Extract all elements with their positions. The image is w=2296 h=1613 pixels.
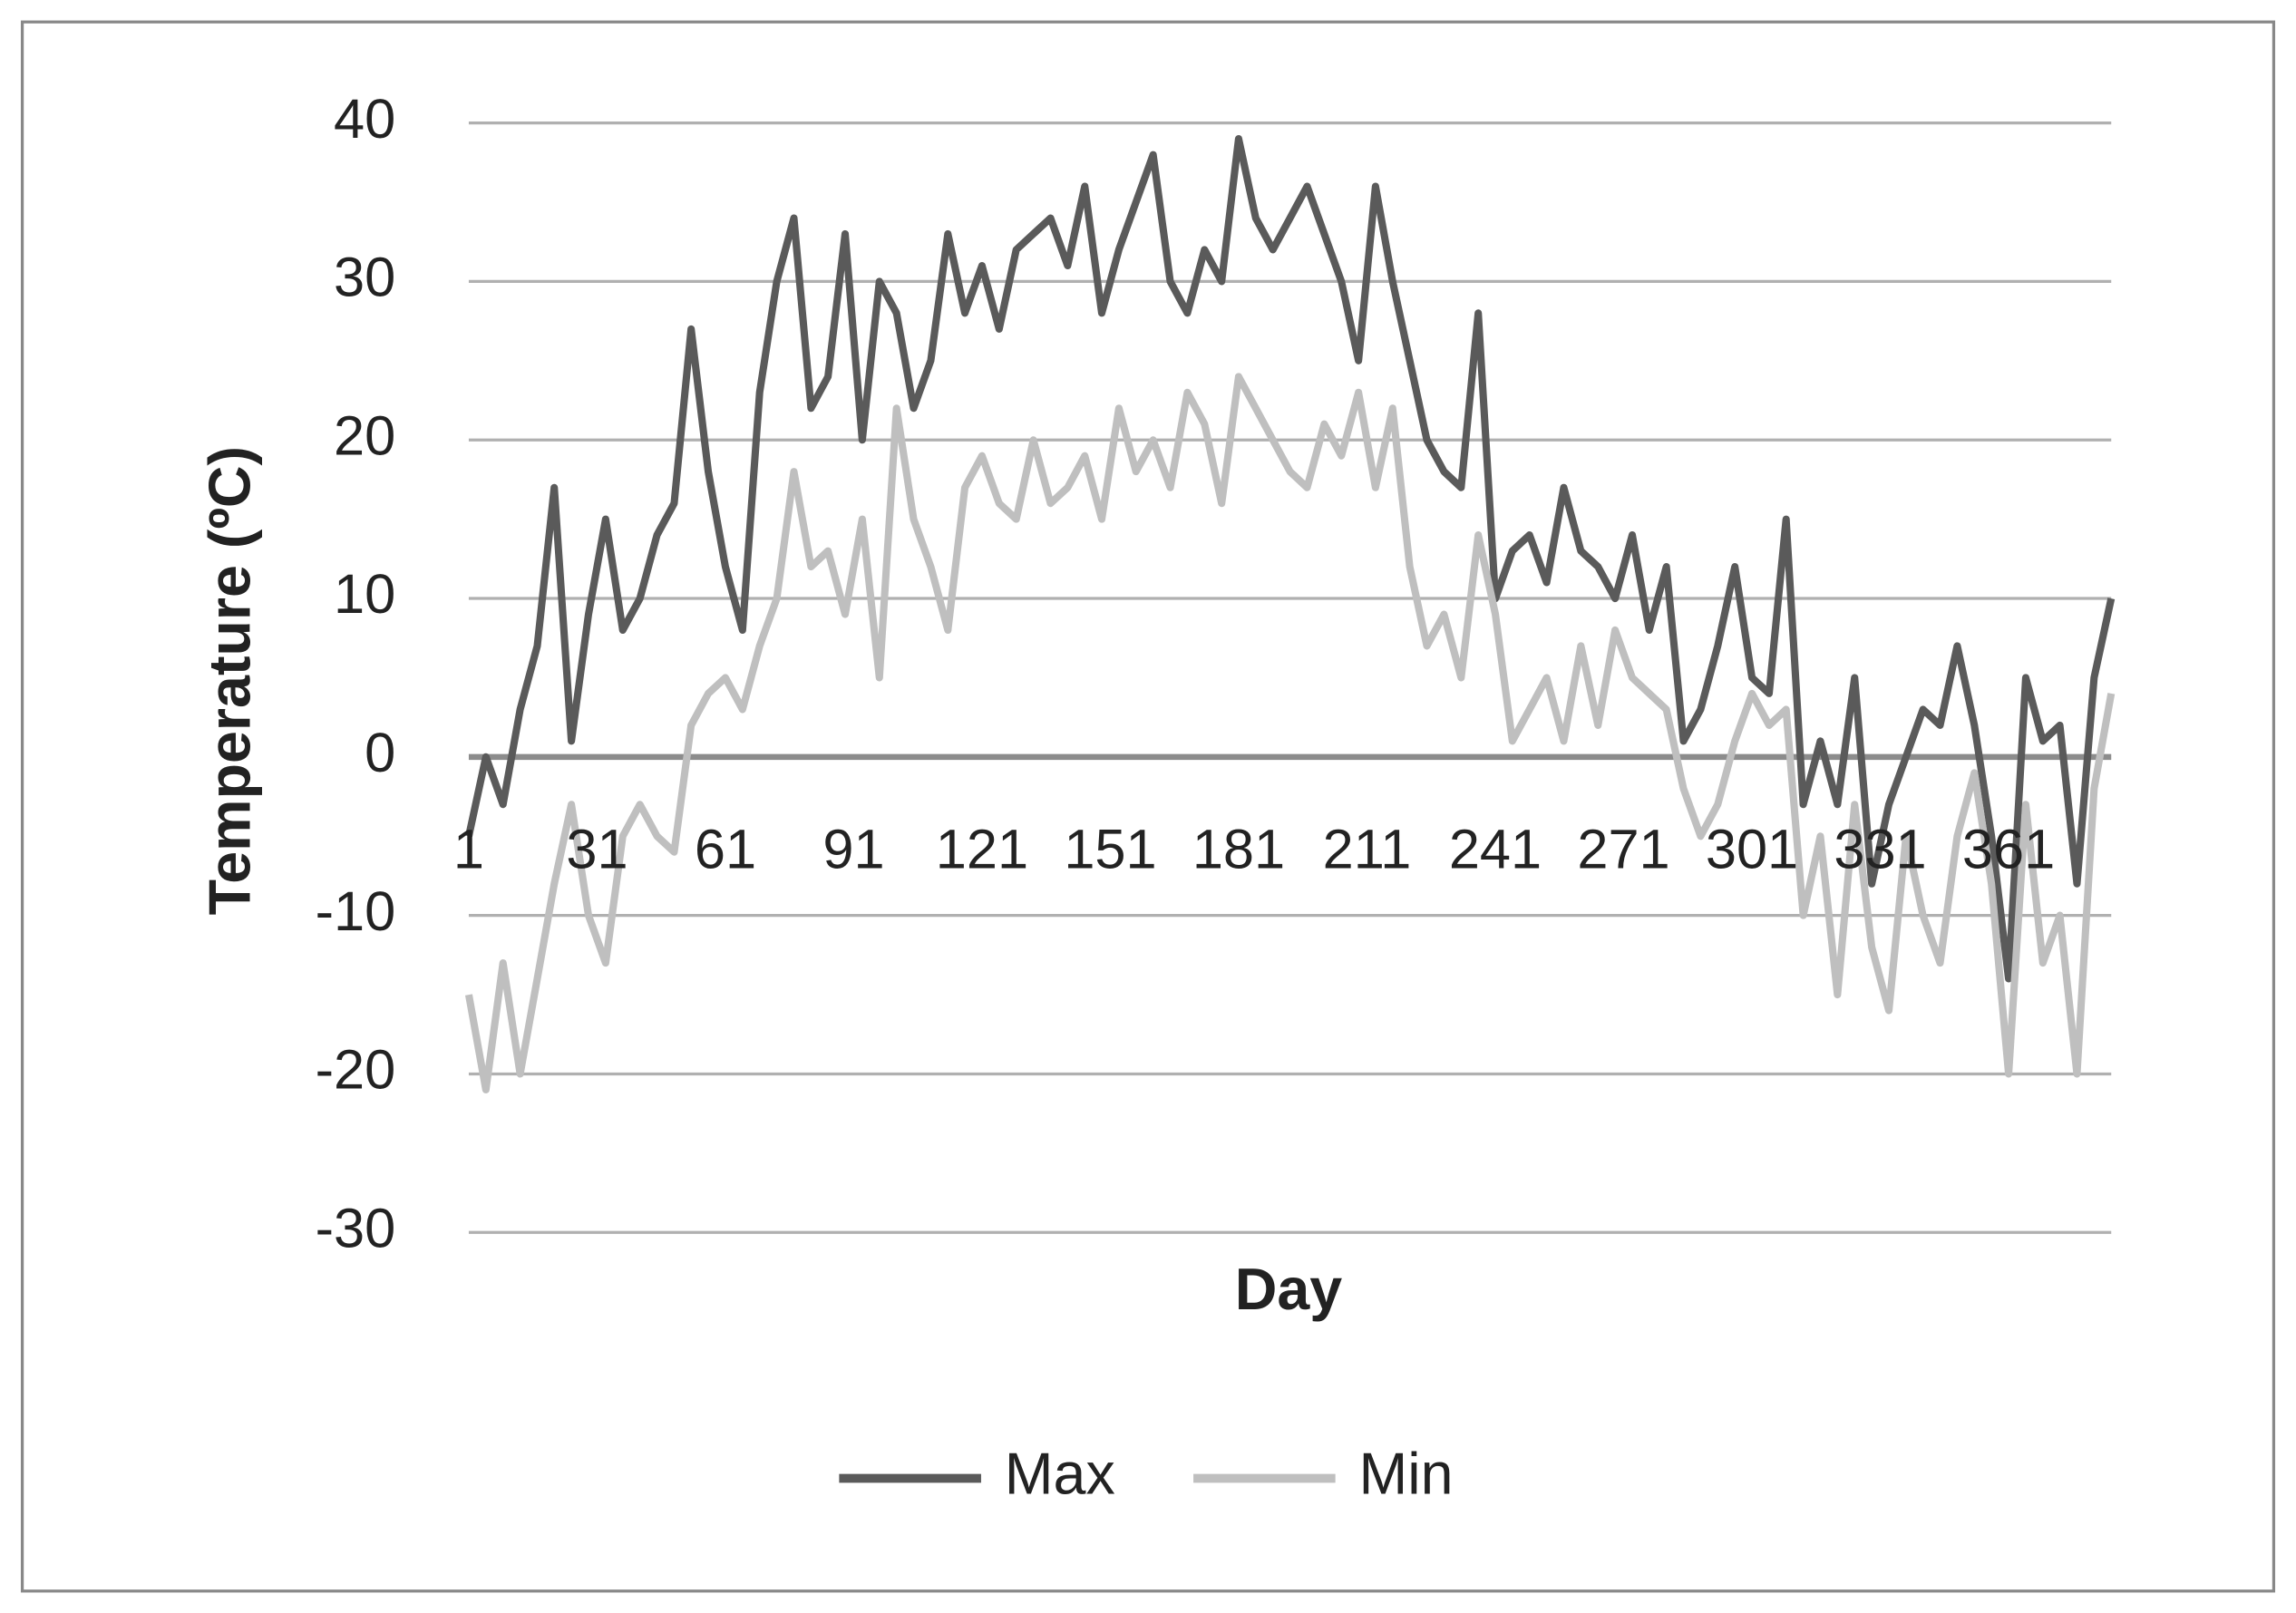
- y-tick-label: 0: [365, 721, 395, 783]
- x-axis-title: Day: [1235, 1257, 1343, 1322]
- x-tick-label: 91: [822, 818, 884, 880]
- legend-label: Min: [1358, 1442, 1453, 1507]
- x-tick-label: 241: [1449, 818, 1542, 880]
- x-tick-label: 121: [936, 818, 1028, 880]
- x-tick-label: 271: [1577, 818, 1669, 880]
- y-tick-label: 20: [334, 403, 395, 466]
- legend-label: Max: [1005, 1442, 1115, 1507]
- x-tick-label: 61: [695, 818, 756, 880]
- x-tick-label: 31: [566, 818, 628, 880]
- x-tick-label: 331: [1834, 818, 1926, 880]
- x-tick-label: 301: [1706, 818, 1798, 880]
- series-line: [465, 135, 2116, 983]
- x-tick-label: 151: [1064, 818, 1156, 880]
- y-tick-label: -20: [316, 1038, 396, 1101]
- y-tick-label: 40: [334, 87, 395, 150]
- x-tick-label: 361: [1962, 818, 2055, 880]
- chart-frame: [20, 20, 2276, 1593]
- y-tick-label: 30: [334, 246, 395, 308]
- y-axis-title: Temperature (ºC): [198, 446, 263, 915]
- x-tick-label: 181: [1192, 818, 1285, 880]
- y-tick-label: -10: [316, 879, 396, 942]
- y-tick-label: -30: [316, 1196, 396, 1258]
- y-tick-label: 10: [334, 562, 395, 625]
- x-tick-label: 1: [453, 818, 484, 880]
- x-tick-label: 211: [1323, 818, 1412, 880]
- series-line: [464, 373, 2116, 1093]
